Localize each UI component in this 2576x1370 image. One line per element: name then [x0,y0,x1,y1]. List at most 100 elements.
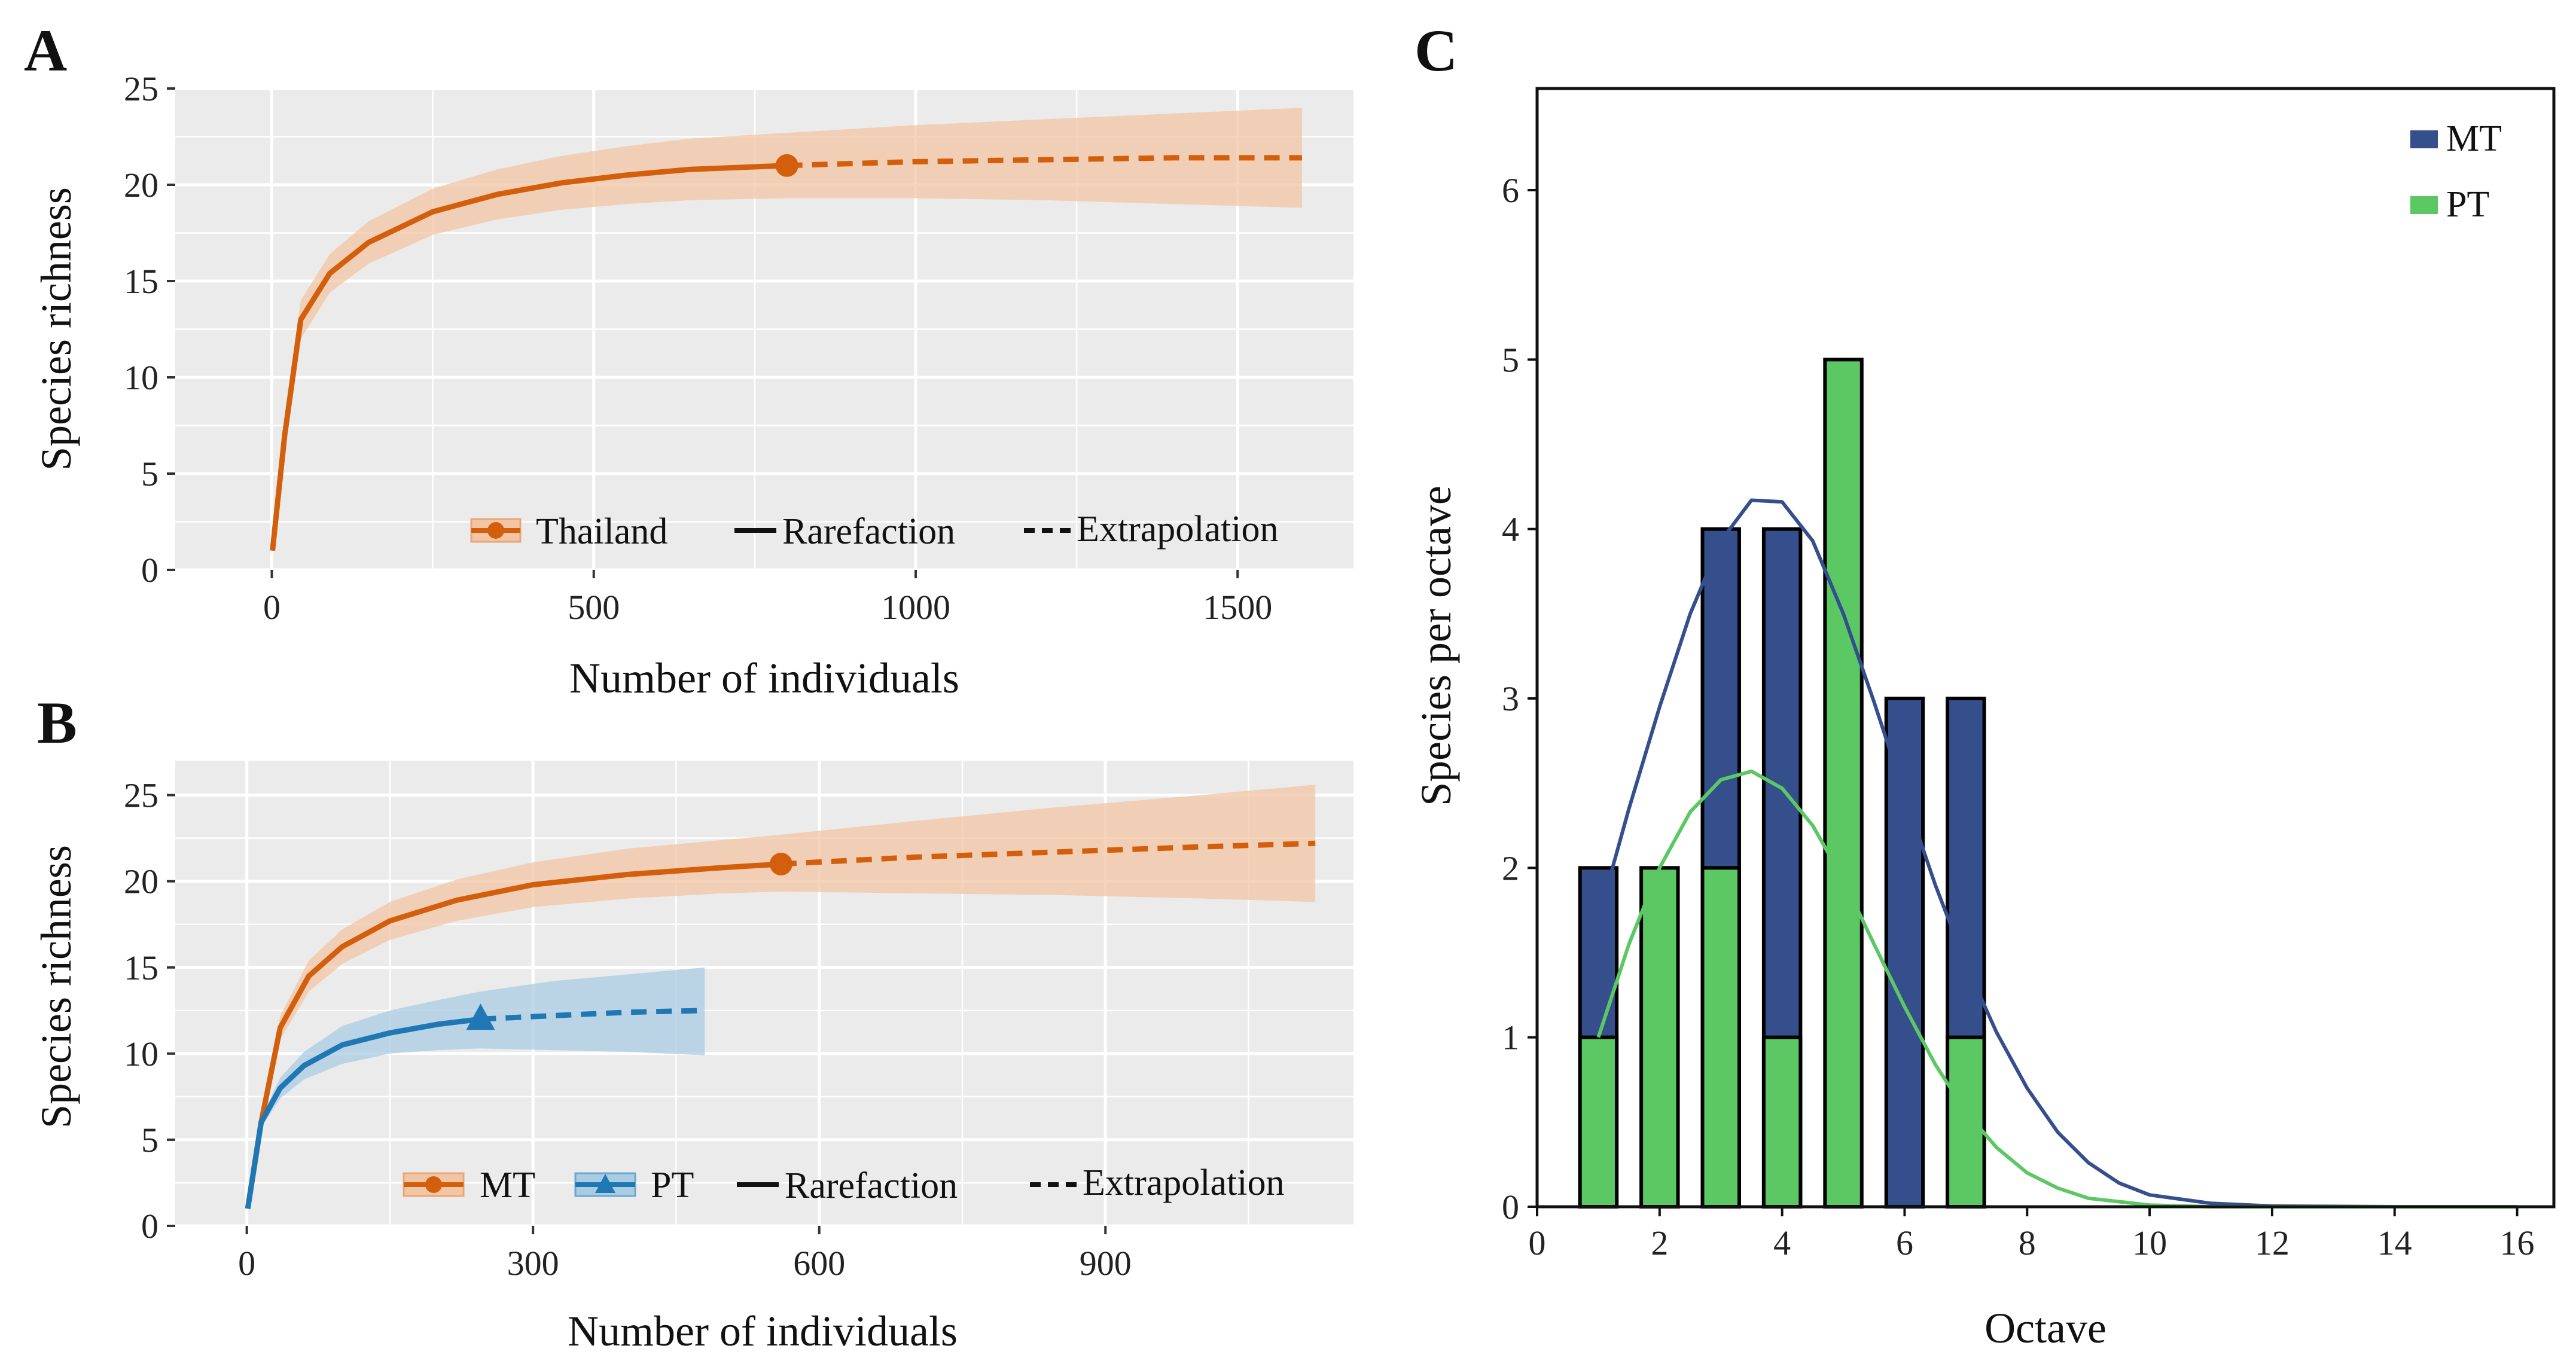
x-tick-label: 0 [1529,1223,1546,1262]
rarefaction-line-mt [245,861,782,1209]
x-tick-label: 1500 [1203,588,1272,627]
legend-pt-swatch [2410,196,2438,214]
panel-a-x-ticks: 0 500 1000 1500 [263,570,1272,627]
legend-entry-pt: PT [2410,184,2489,225]
observed-point-pt [466,1003,495,1030]
x-tick-label: 500 [568,588,620,627]
extrapolation-line-thailand [786,155,1302,169]
panel-a-confidence-bands [272,108,1302,551]
x-tick-label: 300 [507,1244,559,1283]
confidence-band-thailand [272,108,1302,551]
x-tick-label: 10 [2132,1223,2167,1262]
panel-a-letter: A [24,17,67,84]
x-tick-label: 600 [793,1244,845,1283]
panel-a-y-ticks: 0 5 10 15 20 25 [124,69,175,590]
confidence-band-pt [248,967,705,1209]
y-tick-label: 0 [1502,1188,1519,1226]
panel-b-y-axis-label: Species richness [32,845,80,1128]
panel-a-y-axis-label: Species richness [32,187,80,471]
y-tick-label: 0 [141,1207,158,1246]
rarefaction-line-thailand [270,163,787,551]
fit-curve-pt [1596,769,2517,1209]
y-tick-label: 5 [1502,340,1519,379]
panel-b: B 0 300 600 900 0 5 10 15 20 25 Number of indivi… [32,689,1353,1355]
panel-b-curves [245,840,1316,1209]
panel-c-y-ticks: 0 1 2 3 4 5 6 [1502,171,1537,1226]
bar-pt [1946,1035,1986,1209]
legend-rarefaction-label: Rarefaction [782,511,955,552]
x-tick-label: 8 [2019,1223,2036,1262]
bar-pt [1823,358,1864,1209]
panel-c-plot-frame [1535,87,2556,1209]
y-tick-label: 10 [124,1035,158,1073]
y-tick-label: 5 [141,1121,158,1160]
x-tick-label: 1000 [881,588,950,627]
y-tick-label: 15 [124,262,158,301]
panel-c-x-ticks: 0 2 4 6 8 10 12 14 16 [1529,1207,2535,1262]
legend-entry-mt: MT [403,1165,535,1206]
y-tick-label: 20 [124,166,158,205]
rarefaction-line-pt [245,1016,481,1209]
y-tick-label: 2 [1502,849,1519,887]
observed-point-mt [769,852,792,875]
y-tick-label: 15 [124,948,158,987]
panel-b-legend: MT PT Rarefaction Extrapolation [403,1162,1284,1206]
bar-pt [1578,1035,1619,1209]
legend-pt-marker [595,1174,615,1193]
x-tick-label: 16 [2500,1223,2535,1262]
legend-entry-thailand: Thailand [470,511,667,552]
y-tick-label: 0 [141,551,158,590]
legend-mt-label: MT [480,1165,535,1206]
panel-a-legend: Thailand Rarefaction Extrapolation [470,509,1278,552]
y-tick-label: 10 [124,358,158,397]
bar-pt [1700,866,1741,1209]
y-tick-label: 25 [124,69,158,108]
legend-mt-label: MT [2446,118,2502,159]
x-tick-label: 2 [1651,1223,1668,1262]
y-tick-label: 6 [1502,171,1519,210]
legend-mt-marker [425,1176,442,1193]
legend-entry-rarefaction: Rarefaction [734,511,955,552]
panel-a: A 0 500 1000 1500 0 5 10 15 20 25 Number of indi… [24,17,1353,702]
legend-entry-rarefaction: Rarefaction [737,1165,958,1206]
fit-curve-mt [1596,498,2517,1209]
x-tick-label: 14 [2377,1223,2412,1262]
y-tick-label: 1 [1502,1018,1519,1057]
legend-entry-extrapolation: Extrapolation [1024,509,1278,550]
legend-entry-pt: PT [574,1165,694,1206]
y-tick-label: 3 [1502,679,1519,718]
legend-pt-label: PT [651,1165,694,1206]
y-tick-label: 20 [124,862,158,901]
panel-c-x-axis-label: Octave [1984,1304,2106,1352]
x-tick-label: 900 [1080,1244,1132,1283]
observed-point-thailand [775,154,798,177]
panel-b-x-axis-label: Number of individuals [568,1307,958,1355]
legend-entry-extrapolation: Extrapolation [1030,1162,1284,1203]
bar-mt [1884,697,1925,1209]
extrapolation-line-pt [480,1008,705,1022]
x-tick-label: 4 [1773,1223,1791,1262]
x-tick-label: 0 [263,588,281,627]
legend-mt-swatch [2410,130,2438,148]
panel-c-legend: MT PT [2410,118,2502,225]
legend-thailand-label: Thailand [536,511,667,552]
panel-b-x-ticks: 0 300 600 900 [238,1226,1132,1283]
panel-c-bars [1578,358,1986,1209]
legend-pt-label: PT [2446,184,2489,225]
y-tick-label: 25 [124,776,158,815]
x-tick-label: 6 [1896,1223,1913,1262]
bar-pt [1761,1035,1803,1209]
panel-c-y-axis-label: Species per octave [1412,486,1460,806]
extrapolation-line-mt [781,840,1316,867]
bar-pt [1639,866,1680,1209]
legend-extrapolation-label: Extrapolation [1077,509,1278,550]
x-tick-label: 0 [238,1244,255,1283]
panel-a-curves [270,154,1302,551]
panel-b-letter: B [37,689,77,756]
panel-a-x-axis-label: Number of individuals [569,654,959,702]
legend-extrapolation-label: Extrapolation [1083,1162,1284,1203]
panel-c-fit-curves [1596,498,2517,1209]
x-tick-label: 12 [2255,1223,2290,1262]
